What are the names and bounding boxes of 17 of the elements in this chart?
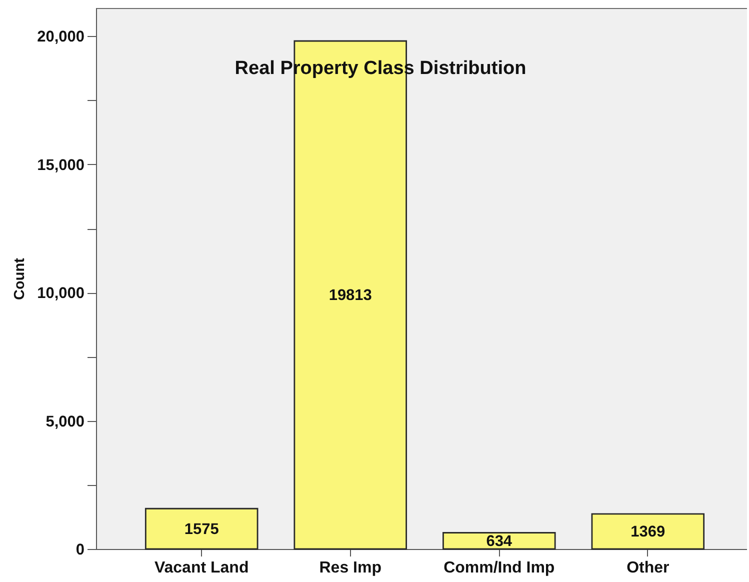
bar bbox=[442, 532, 556, 550]
data-label: 19813 bbox=[328, 287, 372, 304]
y-tick-label: 15,000 bbox=[37, 156, 84, 174]
data-label: 634 bbox=[486, 532, 512, 550]
data-label: 1575 bbox=[184, 520, 220, 538]
bar bbox=[144, 508, 258, 550]
y-tick-label: 20,000 bbox=[37, 28, 84, 46]
y-tick-label: 0 bbox=[76, 542, 84, 558]
data-label: 1369 bbox=[630, 523, 666, 540]
x-tick-label: Vacant Land bbox=[154, 560, 249, 576]
x-tick-label: Comm/Ind Imp bbox=[444, 560, 555, 576]
y-tick-label: 5,000 bbox=[46, 413, 84, 430]
bar bbox=[591, 513, 705, 550]
y-axis-title: Count bbox=[12, 258, 28, 300]
x-tick-label: Res Imp bbox=[319, 560, 382, 576]
x-tick-label: Other bbox=[626, 560, 670, 576]
y-tick-label: 10,000 bbox=[37, 285, 84, 302]
